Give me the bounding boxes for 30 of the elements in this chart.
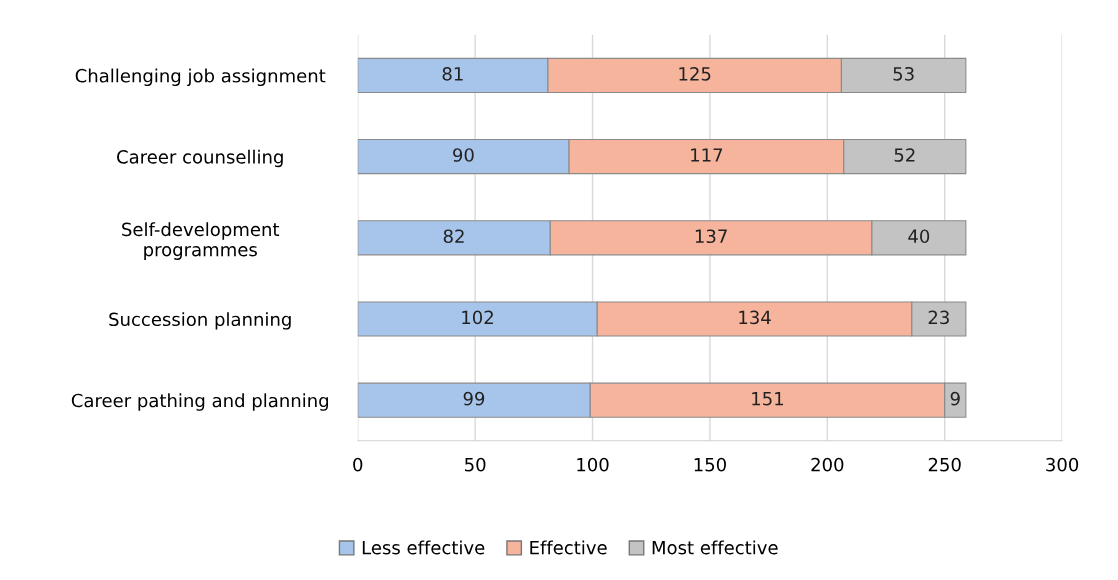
x-tick-label: 150 xyxy=(694,457,726,472)
data-label: 125 xyxy=(679,66,711,81)
x-tick-label: 100 xyxy=(577,457,609,472)
y-tick-label: Challenging job assignment xyxy=(75,68,326,87)
data-label: 137 xyxy=(695,229,727,244)
y-tick-label: Self-development programmes xyxy=(122,222,280,260)
data-label: 81 xyxy=(442,66,463,81)
y-tick-label: Career pathing and planning xyxy=(71,393,328,411)
legend-label: Most effective xyxy=(652,540,778,555)
y-tick-label: Career counselling xyxy=(117,149,283,168)
x-tick-label: 300 xyxy=(1046,457,1079,472)
data-label: 9 xyxy=(950,391,960,406)
y-tick-label: Succession planning xyxy=(109,312,291,330)
legend-label: Less effective xyxy=(362,540,485,555)
data-label: 53 xyxy=(893,66,914,81)
x-tick-label: 200 xyxy=(811,457,844,472)
data-label: 102 xyxy=(462,310,493,325)
legend-label: Effective xyxy=(530,540,607,555)
data-label: 99 xyxy=(463,391,485,406)
x-tick-label: 250 xyxy=(928,457,961,472)
data-label: 151 xyxy=(752,392,784,406)
data-label: 117 xyxy=(691,148,723,162)
data-label: 23 xyxy=(928,310,949,325)
x-tick-label: 50 xyxy=(465,457,486,472)
data-label: 90 xyxy=(453,148,474,162)
data-label: 134 xyxy=(739,310,771,325)
x-tick-label: 0 xyxy=(353,457,363,472)
data-label: 82 xyxy=(443,229,464,244)
data-label: 52 xyxy=(894,148,915,162)
data-label: 40 xyxy=(908,229,930,244)
